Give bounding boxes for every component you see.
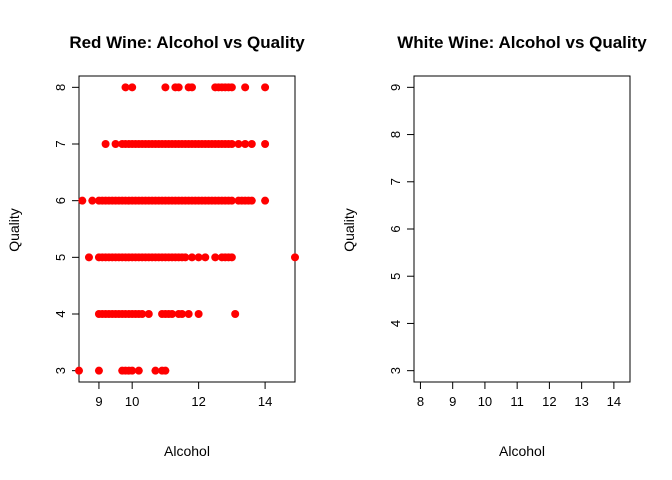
plot-box [78,75,296,383]
x-tick-label: 14 [607,394,621,409]
y-tick-label: 3 [388,367,403,374]
data-point [187,253,196,262]
x-axis: 8 9 10 11 12 13 14 [417,382,621,409]
y-tick-label: 9 [388,84,403,91]
data-point [84,253,93,262]
y-axis-label: Quality [6,208,22,252]
data-point [161,83,170,92]
red-wine-panel: Red Wine: Alcohol vs Quality Alcohol Qua… [6,33,305,459]
data-point [144,310,153,318]
data-point [241,83,250,92]
data-point [261,196,270,205]
chart-title: Red Wine: Alcohol vs Quality [69,33,305,52]
data-point [247,196,256,205]
data-point [174,83,183,92]
x-tick-label: 12 [542,394,556,409]
data-point [247,140,256,148]
data-point [161,366,170,375]
y-axis-label: Quality [341,208,357,252]
y-tick-label: 5 [388,273,403,280]
y-tick-label: 7 [388,178,403,185]
x-axis: 9 10 12 14 [95,382,272,409]
data-point [94,366,103,375]
data-point [168,310,177,318]
x-tick-label: 8 [417,394,424,409]
data-point [227,253,236,262]
plot-box [413,75,631,383]
data-point [227,196,236,205]
y-tick-label: 4 [53,310,68,317]
y-tick-label: 8 [53,84,68,91]
x-axis-label: Alcohol [164,443,210,459]
data-point [187,83,196,92]
y-axis: 3 4 5 6 7 8 [53,84,79,374]
data-point [78,196,87,205]
data-point [227,83,236,92]
data-point [178,310,187,318]
data-point [134,366,143,375]
y-tick-label: 6 [388,225,403,232]
y-tick-label: 5 [53,254,68,261]
data-point [101,140,110,148]
y-tick-label: 8 [388,131,403,138]
data-point [231,310,240,318]
data-point [234,140,243,148]
data-point [151,366,160,375]
data-point [75,366,83,375]
x-tick-label: 9 [449,394,456,409]
y-tick-label: 3 [53,367,68,374]
scatter-points [75,83,299,375]
x-axis-label: Alcohol [499,443,545,459]
y-tick-label: 6 [53,197,68,204]
data-point [138,310,147,318]
data-point [261,140,270,148]
data-point [194,310,203,318]
chart-title: White Wine: Alcohol vs Quality [397,33,647,52]
y-tick-label: 7 [53,140,68,147]
x-tick-label: 14 [258,394,272,409]
data-point [227,140,236,148]
x-tick-label: 11 [510,394,524,409]
data-point [88,196,97,205]
data-point [241,140,250,148]
white-wine-panel: White Wine: Alcohol vs Quality Alcohol Q… [341,33,647,459]
x-tick-label: 10 [125,394,139,409]
data-point [201,253,210,262]
data-point [194,253,203,262]
data-point [184,310,193,318]
data-point [111,140,120,148]
data-point [128,83,137,92]
x-tick-label: 12 [191,394,205,409]
y-tick-label: 4 [388,320,403,327]
x-tick-label: 10 [478,394,492,409]
x-tick-label: 13 [574,394,588,409]
data-point [128,366,137,375]
data-point [121,83,130,92]
x-tick-label: 9 [95,394,102,409]
data-point [181,253,190,262]
data-point [291,253,299,262]
y-axis: 3 4 5 6 7 8 9 [388,84,414,374]
data-point [211,253,220,262]
data-point [261,83,270,92]
